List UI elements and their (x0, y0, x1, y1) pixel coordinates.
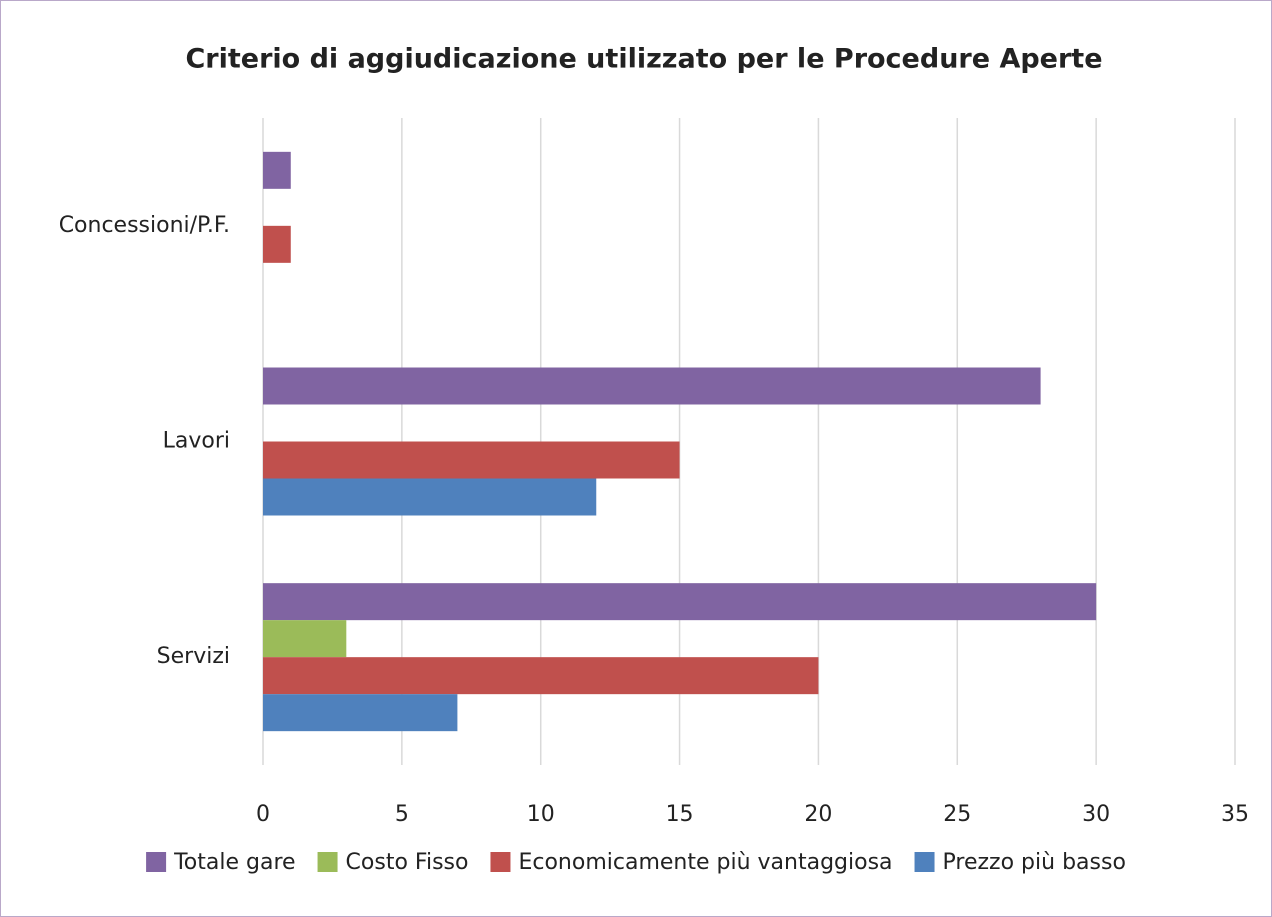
bar (263, 367, 1041, 405)
x-tick-label: 0 (256, 802, 270, 827)
x-tick-label: 5 (395, 802, 409, 827)
legend-label: Costo Fisso (346, 850, 469, 875)
bar (263, 151, 291, 189)
legend-label: Totale gare (173, 850, 295, 875)
chart-title: Criterio di aggiudicazione utilizzato pe… (185, 44, 1102, 75)
bar (263, 583, 1097, 621)
legend-label: Prezzo più basso (943, 850, 1126, 875)
bar (263, 694, 458, 732)
legend-swatch (490, 852, 511, 872)
x-tick-label: 25 (943, 802, 971, 827)
bar (263, 225, 291, 263)
y-tick-label: Lavori (163, 429, 230, 454)
bar (263, 478, 597, 516)
bar (263, 441, 680, 479)
x-tick-label: 20 (804, 802, 832, 827)
y-tick-label: Servizi (157, 644, 230, 669)
bar (263, 657, 819, 695)
x-tick-label: 35 (1221, 802, 1249, 827)
x-tick-label: 15 (666, 802, 694, 827)
y-tick-label: Concessioni/P.F. (59, 213, 230, 238)
legend-swatch (317, 852, 338, 872)
x-tick-label: 30 (1082, 802, 1110, 827)
bar (263, 620, 347, 658)
legend-swatch (914, 852, 935, 872)
legend-label: Economicamente più vantaggiosa (518, 850, 892, 875)
legend-swatch (146, 852, 167, 872)
x-tick-label: 10 (527, 802, 555, 827)
